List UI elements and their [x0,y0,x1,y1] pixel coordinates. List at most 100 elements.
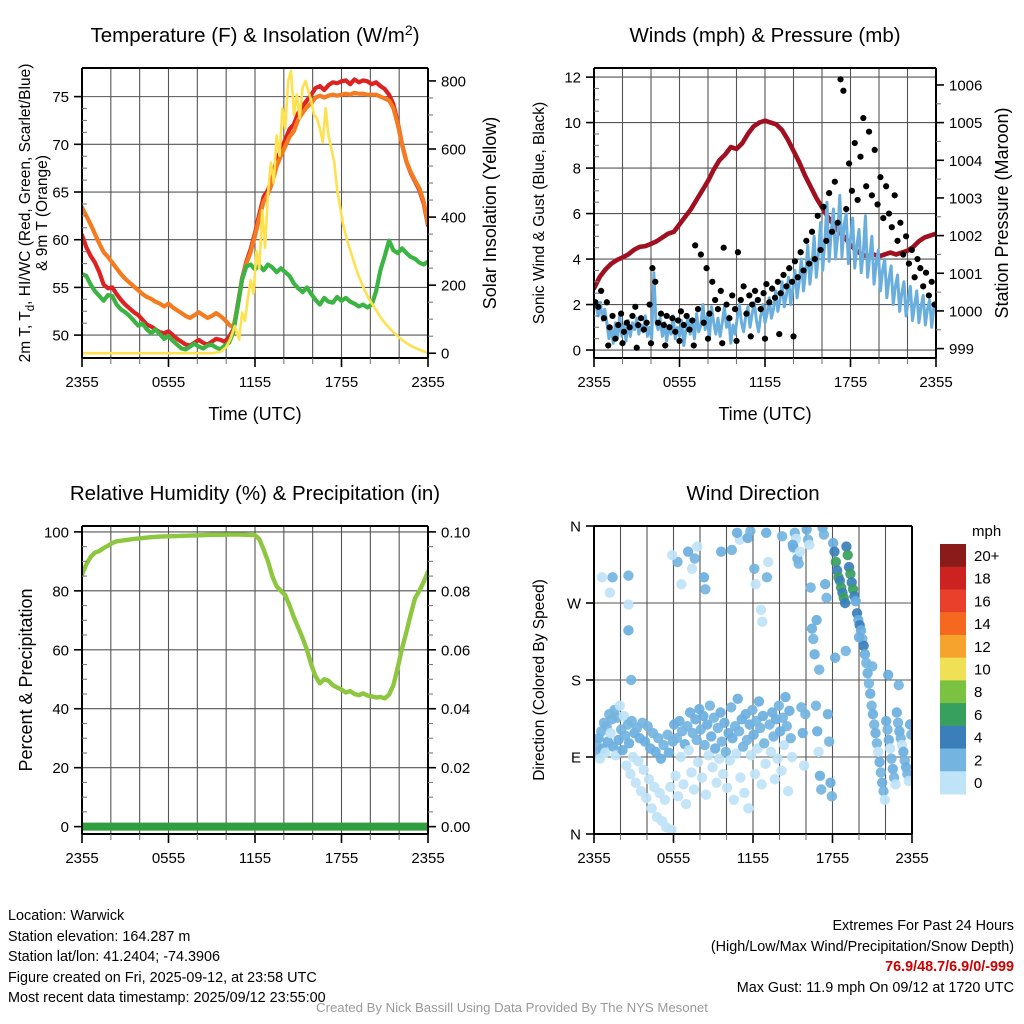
colorbar-swatch [940,771,966,795]
gust-point [843,205,850,213]
wind-direction-point [809,649,820,660]
wind-direction-point [630,777,641,788]
wind-direction-point [666,549,678,561]
wind-direction-point [893,679,904,691]
gust-point [885,210,893,217]
wind-direction-point [600,747,611,758]
wind-direction-point [867,709,879,720]
wind-direction-point [623,625,634,636]
gust-point [803,237,810,244]
wind-direction-point [733,726,745,737]
x-tick-label: 2355 [577,374,610,391]
y-tick-label: E [571,750,581,767]
colorbar-label: 8 [974,684,982,701]
wind-direction-point [886,753,897,764]
gust-point [757,306,764,313]
wind-direction-point [785,732,796,744]
gust-point [908,246,915,254]
extremes-subheading: (High/Low/Max Wind/Precipitation/Snow De… [710,938,1014,955]
gust-point [649,265,656,272]
y-tick-label: 60 [52,232,69,249]
gust-point [894,237,901,244]
gust-point [880,215,887,222]
y2-tick-label: 0.08 [441,583,470,600]
gust-point [902,233,910,240]
wind-direction-point [633,756,644,767]
wind-direction-point [698,572,710,583]
gust-point [834,219,841,226]
gust-point [643,319,650,326]
wind-direction-point [842,549,853,561]
wind-direction-point [716,736,728,747]
gust-point [800,267,807,274]
wind-direction-point [719,717,730,728]
wind-direction-point [814,664,825,675]
footer-latlon: Station lat/lon: 41.2404; -74.3906 [8,949,221,966]
gust-point [635,321,642,329]
gust-point [655,319,662,326]
wind-direction-point [757,710,769,722]
gust-point [672,328,679,335]
gust-point [740,283,747,290]
gust-point [743,310,750,317]
wind-direction-point [686,563,698,574]
gust-point [733,337,740,345]
gust-point [868,192,875,199]
wind-direction-point [643,774,655,785]
wind-direction-point [866,700,877,711]
x-tick-label: 1155 [737,850,769,867]
wind-direction-point [825,777,836,788]
y2-tick-label: 0 [441,346,449,363]
wind-direction-point [776,531,788,542]
panel-humidity-precipitation: Relative Humidity (%) & Precipitation (i… [0,466,512,906]
wind-direction-point [829,652,841,663]
x-tick-label: 0555 [663,374,696,391]
series-sonic-wind [594,193,936,347]
wind-direction-point [690,714,701,725]
gust-point [817,246,824,254]
series-relative-humidity [82,532,428,701]
wind-direction-point [683,744,694,756]
footer-elevation: Station elevation: 164.287 m [8,928,191,945]
gust-point [891,192,898,199]
y-tick-label: 75 [52,89,69,106]
wind-direction-point [692,541,703,552]
wind-direction-point [604,587,616,598]
wind-direction-point [818,529,830,540]
wind-direction-point [884,743,896,754]
gust-point [609,312,616,320]
gust-point [598,287,605,294]
wind-direction-point [717,768,729,780]
wind-direction-point [745,526,756,537]
gust-point [857,153,864,160]
gust-point [719,340,726,347]
wind-direction-point [749,563,760,574]
gust-point [760,290,767,297]
colorbar-label: 16 [974,593,991,610]
gust-point [823,237,830,244]
wind-direction-point [731,748,742,759]
wind-direction-point [692,756,704,768]
wind-direction-point [755,722,766,734]
gust-point [860,114,867,122]
wind-direction-point [840,645,851,657]
wind-direction-point [845,568,856,580]
y-axis-title: Percent & Precipitation [16,588,36,771]
y-tick-label: 6 [573,206,581,223]
gust-point [840,87,847,94]
wind-direction-point [781,721,792,732]
wind-direction-point [655,753,667,764]
wind-direction-point [700,584,711,595]
wind-direction-point [625,768,636,780]
gust-point [600,315,608,322]
gust-point [603,299,610,306]
y-axis-title: Direction (Colored By Speed) [531,579,548,781]
y-tick-label: 40 [52,701,69,718]
wind-direction-point [798,760,810,771]
wind-direction-point [850,596,861,607]
x-tick-label: 2355 [895,850,928,867]
gust-point [709,278,716,285]
y-tick-label: N [570,827,581,844]
gust-point [617,310,625,317]
footer-created: Figure created on Fri, 2025-09-12, at 23… [8,969,317,986]
